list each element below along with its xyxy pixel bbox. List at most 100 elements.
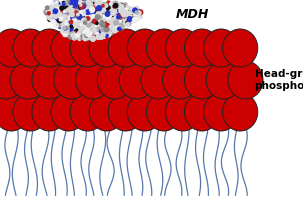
Point: [91, 23, 95, 26]
Point: [95, 18, 99, 21]
Point: [79, 12, 84, 16]
Point: [56, 13, 61, 16]
Point: [48, 5, 53, 8]
Point: [137, 13, 142, 16]
Point: [60, 20, 65, 23]
Ellipse shape: [185, 93, 220, 131]
Point: [51, 1, 55, 5]
Point: [111, 16, 116, 19]
Point: [107, 18, 112, 21]
Point: [55, 20, 60, 23]
Point: [60, 16, 65, 19]
Point: [76, 24, 81, 28]
Point: [92, 0, 96, 4]
Point: [87, 3, 92, 6]
Point: [136, 16, 141, 19]
Point: [66, 12, 71, 15]
Point: [104, 4, 109, 7]
Point: [68, 13, 73, 16]
Point: [54, 18, 58, 22]
Point: [70, 34, 75, 37]
Point: [103, 5, 108, 9]
Point: [91, 29, 96, 32]
Point: [83, 2, 88, 5]
Point: [99, 36, 104, 39]
Point: [81, 20, 86, 23]
Point: [114, 14, 119, 17]
Point: [62, 10, 67, 13]
Point: [66, 33, 71, 37]
Point: [108, 10, 113, 13]
Point: [73, 3, 78, 6]
Point: [107, 24, 112, 27]
Ellipse shape: [206, 61, 241, 99]
Point: [84, 34, 88, 38]
Point: [65, 30, 69, 33]
Point: [46, 11, 51, 14]
Point: [75, 11, 79, 15]
Point: [78, 3, 83, 7]
Point: [119, 4, 124, 7]
Point: [92, 24, 97, 27]
Point: [58, 13, 62, 16]
Point: [65, 23, 69, 26]
Point: [136, 11, 141, 15]
Point: [66, 2, 71, 5]
Point: [59, 17, 64, 20]
Point: [109, 12, 114, 16]
Point: [129, 13, 134, 16]
Ellipse shape: [146, 93, 181, 131]
Point: [72, 0, 77, 2]
Point: [60, 8, 65, 12]
Point: [115, 12, 120, 15]
Point: [59, 18, 64, 21]
Ellipse shape: [70, 93, 105, 131]
Point: [136, 17, 141, 21]
Point: [52, 19, 56, 22]
Point: [57, 24, 62, 27]
Point: [104, 30, 109, 33]
Point: [65, 12, 69, 16]
Point: [101, 33, 105, 36]
Point: [133, 11, 138, 14]
Point: [62, 14, 67, 18]
Point: [65, 11, 69, 14]
Point: [67, 5, 72, 8]
Point: [92, 14, 96, 17]
Point: [101, 9, 106, 12]
Point: [93, 9, 98, 13]
Point: [75, 28, 79, 31]
Point: [117, 22, 122, 25]
Point: [83, 17, 88, 21]
Point: [54, 1, 58, 4]
Point: [86, 10, 91, 13]
Point: [59, 5, 64, 8]
Point: [66, 16, 71, 19]
Point: [114, 28, 119, 31]
Point: [56, 5, 61, 8]
Point: [95, 8, 99, 11]
Point: [57, 6, 62, 9]
Point: [66, 16, 71, 20]
Point: [89, 9, 94, 13]
Point: [67, 16, 72, 19]
Point: [78, 35, 82, 39]
Point: [83, 37, 88, 40]
Point: [46, 12, 51, 15]
Point: [68, 35, 73, 38]
Point: [96, 19, 101, 22]
Point: [74, 4, 79, 8]
Point: [134, 13, 139, 17]
Point: [114, 21, 119, 24]
Point: [69, 2, 74, 5]
Point: [105, 12, 110, 16]
Point: [126, 5, 131, 8]
Point: [87, 17, 92, 20]
Point: [104, 28, 109, 31]
Point: [82, 6, 87, 9]
Point: [94, 9, 98, 12]
Point: [111, 5, 116, 8]
Point: [108, 2, 113, 6]
Point: [57, 7, 62, 10]
Point: [103, 22, 108, 25]
